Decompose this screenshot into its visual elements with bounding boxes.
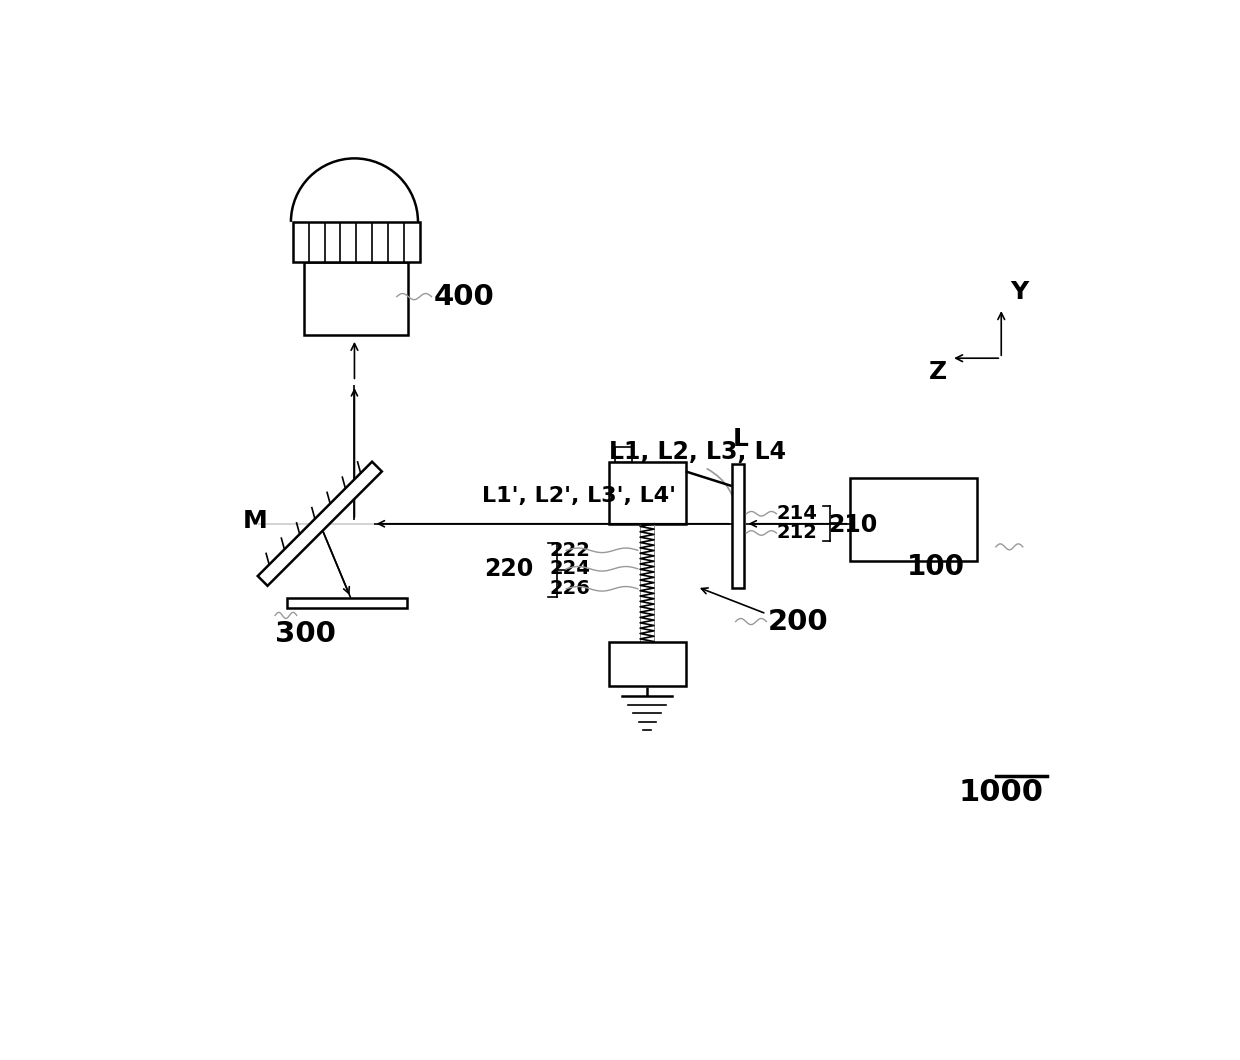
Text: M: M (243, 510, 268, 533)
Text: 400: 400 (434, 283, 495, 311)
Text: L1', L2', L3', L4': L1', L2', L3', L4' (481, 487, 676, 506)
Text: 220: 220 (484, 556, 533, 581)
Bar (615, 446, 632, 462)
Bar (293, 222, 420, 262)
Bar (609, 641, 686, 686)
Text: 222: 222 (549, 541, 590, 560)
Text: 226: 226 (549, 580, 590, 598)
Bar (732, 464, 744, 587)
Text: Y: Y (1011, 280, 1029, 304)
Bar (609, 462, 686, 524)
Polygon shape (258, 462, 382, 586)
Text: 200: 200 (768, 607, 828, 636)
Text: 100: 100 (908, 553, 965, 581)
Bar (304, 262, 408, 335)
Bar (849, 478, 977, 561)
Text: 212: 212 (776, 524, 817, 543)
Text: 224: 224 (549, 560, 590, 579)
Bar (288, 598, 407, 608)
Text: Z: Z (929, 359, 947, 384)
Text: 300: 300 (275, 620, 336, 648)
Text: L1, L2, L3, L4: L1, L2, L3, L4 (609, 441, 786, 464)
Text: 214: 214 (776, 505, 817, 524)
Text: 1000: 1000 (959, 778, 1044, 807)
FancyArrowPatch shape (707, 469, 737, 517)
Text: 210: 210 (828, 513, 877, 537)
Text: L: L (733, 426, 748, 450)
